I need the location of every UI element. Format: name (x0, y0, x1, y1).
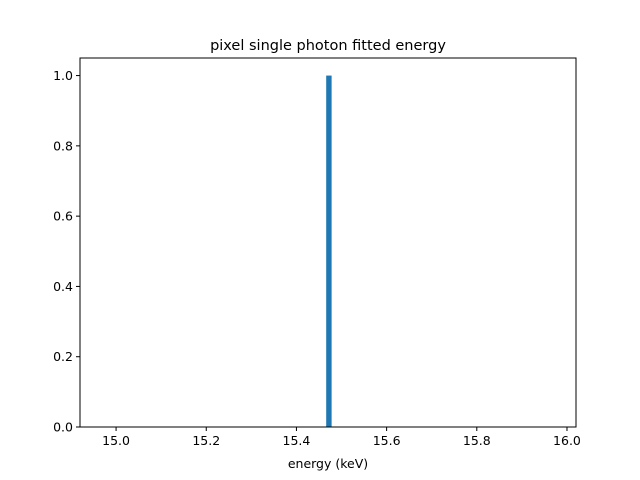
bars-group (326, 75, 332, 428)
x-tick-label: 15.0 (102, 433, 130, 448)
x-tick-label: 15.4 (283, 433, 311, 448)
plot-frame (79, 57, 577, 428)
plot-area (79, 57, 577, 428)
y-tick-label: 0.8 (53, 138, 73, 153)
x-axis: 15.0 15.2 15.4 15.6 15.8 16.0 (102, 427, 581, 448)
y-axis: 0.0 0.2 0.4 0.6 0.8 1.0 (53, 68, 80, 435)
y-tick-label: 1.0 (53, 68, 73, 83)
y-tick-label: 0.0 (53, 420, 73, 435)
chart-title: pixel single photon fitted energy (210, 38, 446, 54)
x-tick-label: 16.0 (553, 433, 581, 448)
x-tick-label: 15.2 (192, 433, 220, 448)
histogram-bar-0 (326, 75, 332, 428)
y-tick-label: 0.2 (53, 349, 73, 364)
y-tick-label: 0.4 (53, 279, 73, 294)
x-tick-label: 15.6 (373, 433, 401, 448)
x-tick-label: 15.8 (463, 433, 491, 448)
y-tick-label: 0.6 (53, 209, 73, 224)
x-axis-label: energy (keV) (288, 456, 368, 471)
